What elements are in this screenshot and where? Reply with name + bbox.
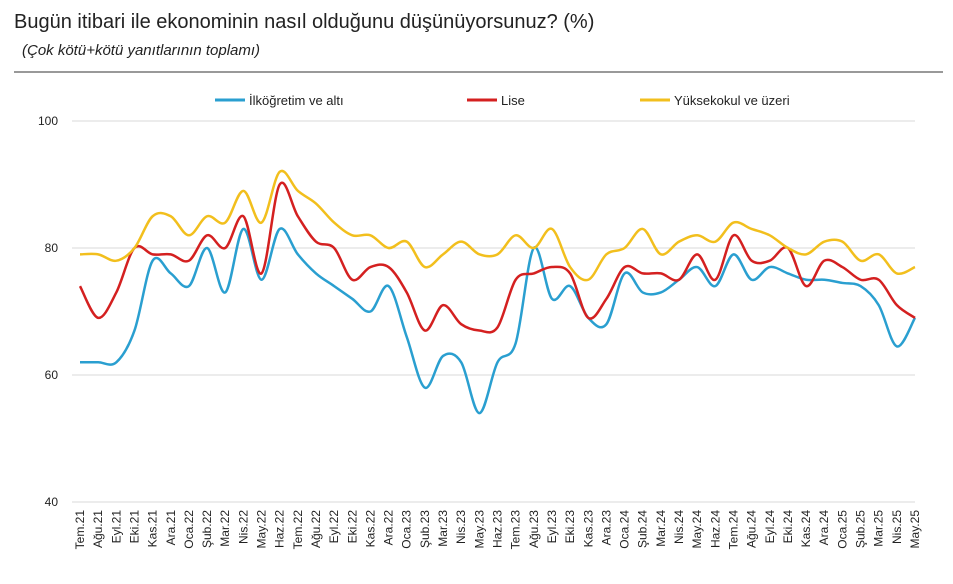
x-tick-label: Eki.22 — [345, 510, 359, 544]
x-tick-label: Eyl.23 — [545, 510, 559, 544]
x-tick-label: Eyl.21 — [109, 510, 123, 544]
series-line — [78, 181, 916, 334]
x-tick-label: Kas.21 — [146, 510, 160, 548]
x-tick-label: Şub.24 — [636, 510, 650, 548]
x-tick-label: Ağu.21 — [91, 510, 105, 548]
x-tick-label: Eyl.24 — [763, 510, 777, 544]
x-tick-label: Mar.25 — [872, 510, 886, 547]
x-tick-label: Ara.24 — [817, 510, 831, 546]
x-tick-label: May.22 — [255, 510, 269, 549]
x-tick-label: Eki.24 — [781, 510, 795, 544]
x-tick-label: Ağu.24 — [745, 510, 759, 548]
x-tick-label: Ağu.22 — [309, 510, 323, 548]
x-tick-label: Haz.22 — [273, 510, 287, 548]
y-tick-label: 100 — [38, 114, 58, 128]
x-tick-label: Oca.25 — [835, 510, 849, 549]
x-tick-label: Şub.25 — [854, 510, 868, 548]
x-tick-label: Oca.23 — [400, 510, 414, 549]
x-tick-label: Haz.24 — [708, 510, 722, 548]
x-tick-label: Şub.22 — [200, 510, 214, 548]
x-tick-label: Eyl.22 — [327, 510, 341, 544]
chart-title: Bugün itibari ile ekonominin nasıl olduğ… — [14, 11, 594, 33]
x-tick-label: Ara.23 — [599, 510, 613, 546]
x-tick-label: Ağu.23 — [527, 510, 541, 548]
x-tick-label: Mar.23 — [436, 510, 450, 547]
x-tick-label: Kas.24 — [799, 510, 813, 548]
y-tick-label: 80 — [45, 241, 59, 255]
x-tick-label: Haz.23 — [491, 510, 505, 548]
x-tick-label: Eki.21 — [127, 510, 141, 544]
x-tick-label: Tem.22 — [291, 510, 305, 550]
x-tick-label: Tem.24 — [726, 510, 740, 550]
x-tick-label: Oca.22 — [182, 510, 196, 549]
x-tick-label: Kas.22 — [363, 510, 377, 548]
x-tick-label: Ara.22 — [382, 510, 396, 546]
x-tick-label: Mar.24 — [654, 510, 668, 547]
x-tick-label: Nis.25 — [890, 510, 904, 544]
legend-label: İlköğretim ve altı — [249, 93, 344, 108]
x-tick-label: May.25 — [908, 510, 922, 549]
series-line — [80, 227, 917, 415]
x-tick-label: Tem.21 — [73, 510, 87, 550]
x-tick-label: Kas.23 — [581, 510, 595, 548]
x-tick-label: Tem.23 — [509, 510, 523, 550]
x-tick-label: Nis.23 — [454, 510, 468, 544]
x-tick-label: Şub.23 — [418, 510, 432, 548]
x-tick-label: Nis.24 — [672, 510, 686, 544]
series-line — [79, 169, 916, 282]
x-tick-label: Nis.22 — [236, 510, 250, 544]
x-tick-label: Ara.21 — [164, 510, 178, 546]
x-tick-label: May.24 — [690, 510, 704, 549]
x-tick-label: Mar.22 — [218, 510, 232, 547]
x-tick-label: Eki.23 — [563, 510, 577, 544]
x-tick-label: Oca.24 — [618, 510, 632, 549]
legend-label: Lise — [501, 93, 525, 108]
x-tick-label: May.23 — [472, 510, 486, 549]
y-tick-label: 40 — [45, 495, 59, 509]
legend-label: Yüksekokul ve üzeri — [674, 93, 790, 108]
chart-subtitle: (Çok kötü+kötü yanıtlarının toplamı) — [22, 42, 260, 59]
y-tick-label: 60 — [45, 368, 59, 382]
